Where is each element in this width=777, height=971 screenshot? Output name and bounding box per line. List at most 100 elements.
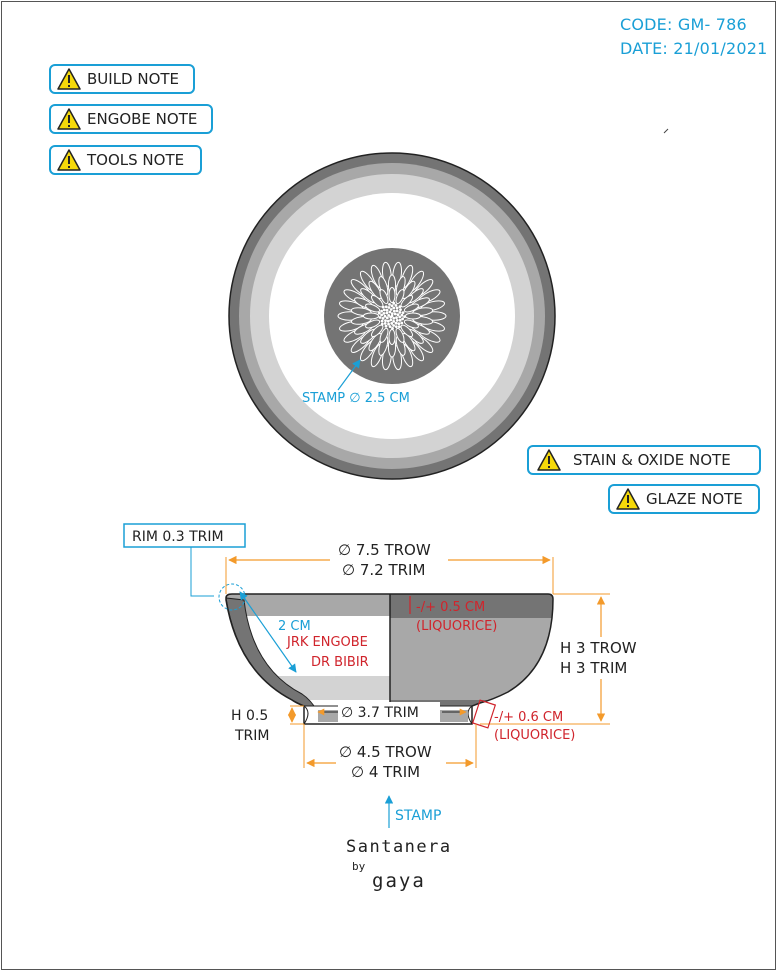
engobe-line-2: DR BIBIR: [311, 655, 369, 670]
flower-seed: [392, 324, 395, 327]
warning-icon: [537, 449, 561, 471]
foot-height-value: H 0.5: [231, 708, 268, 724]
flower-seed: [385, 316, 389, 320]
flower-petal: [379, 289, 389, 305]
foot-band-label: -/+ 0.6 CM: [494, 710, 563, 725]
flower-seed: [385, 308, 389, 312]
flower-seed: [382, 308, 386, 312]
flower-petal: [403, 319, 419, 329]
foot-band-marker: [471, 699, 497, 729]
flower-seed: [383, 322, 387, 325]
glaze-note-label: GLAZE NOTE: [646, 490, 743, 508]
wall-depth-label: 2 CM: [278, 619, 311, 634]
stamp-arrow: [337, 359, 361, 391]
flower-seed: [384, 305, 388, 309]
drawing-date: DATE: 21/01/2021: [620, 39, 768, 58]
flower-petal: [402, 280, 416, 300]
flower-seed: [398, 315, 402, 319]
flower-seed: [393, 312, 397, 316]
flower-seed: [395, 319, 399, 322]
brand-maker: gaya: [372, 870, 426, 892]
flower-seed: [381, 305, 385, 309]
wall-depth-arrow: [239, 591, 297, 673]
flower-petal: [368, 332, 382, 352]
rim-band-label: -/+ 0.5 CM: [416, 600, 485, 615]
diameter-trim-label: ∅ 7.2 TRIM: [342, 561, 425, 579]
flower-petal: [405, 312, 421, 320]
flower-seed: [385, 311, 389, 315]
flower-seed: [401, 311, 405, 314]
flower-petal: [365, 303, 381, 313]
flower-seed: [403, 315, 406, 318]
height-label-bg: [556, 637, 648, 679]
glaze-note-button[interactable]: GLAZE NOTE: [608, 484, 760, 514]
tools-note-button[interactable]: TOOLS NOTE: [49, 145, 202, 175]
engobe-note-button[interactable]: ENGOBE NOTE: [49, 104, 213, 134]
flower-seed: [392, 309, 396, 313]
flower-seed: [395, 309, 399, 313]
flower-petal: [368, 280, 382, 300]
flower-petal: [402, 332, 416, 352]
flower-seed: [390, 312, 394, 315]
foot-inner-bg: [338, 702, 440, 722]
warning-icon: [57, 68, 81, 90]
height-trow-label: H 3 TROW: [560, 639, 637, 657]
flower-seed: [386, 319, 390, 323]
foot-outer-bg: [336, 743, 446, 781]
foot-trim-label: ∅ 4 TRIM: [351, 763, 420, 781]
flower-seed: [380, 313, 383, 317]
product-code: CODE: GM- 786: [620, 15, 747, 34]
flower-seed: [390, 322, 394, 325]
flower-seed: [401, 317, 404, 321]
flower-stamp-icon: [337, 261, 447, 371]
foot-band-material: (LIQUORICE): [494, 728, 575, 743]
top-view: [228, 152, 556, 480]
engobe-line-1: JRK ENGOBE: [286, 635, 368, 650]
diameter-trow-label: ∅ 7.5 TROW: [338, 541, 431, 559]
flower-seed: [387, 322, 390, 326]
flower-petal: [379, 327, 389, 343]
rim-trim-callout: [123, 523, 246, 611]
flower-seed: [382, 312, 386, 315]
flower-petal: [388, 329, 396, 345]
flower-seed: [392, 316, 396, 320]
flower-seed: [384, 324, 388, 328]
flower-seed: [392, 301, 396, 305]
flower-petal: [365, 319, 381, 329]
flower-seed: [380, 319, 384, 323]
flower-seed: [398, 311, 402, 314]
build-note-button[interactable]: BUILD NOTE: [49, 64, 195, 94]
flower-seed: [392, 320, 396, 323]
flower-seed: [394, 304, 398, 307]
height-trim-label: H 3 TRIM: [560, 659, 627, 677]
flower-seed: [380, 309, 383, 313]
stain-oxide-note-label: STAIN & OXIDE NOTE: [573, 451, 731, 469]
brand-name: Santanera: [346, 837, 452, 857]
flower-seed: [388, 325, 392, 328]
flower-seed: [394, 325, 398, 328]
rim-band-material: (LIQUORICE): [416, 619, 497, 634]
warning-icon: [616, 488, 640, 510]
flower-petal: [388, 287, 396, 303]
flower-petal: [395, 327, 405, 343]
stain-oxide-note-button[interactable]: STAIN & OXIDE NOTE: [527, 445, 761, 475]
foot-trow-label: ∅ 4.5 TROW: [339, 743, 432, 761]
flower-seed: [390, 304, 394, 308]
build-note-label: BUILD NOTE: [87, 70, 180, 88]
flower-seed: [391, 327, 394, 330]
flower-seed: [377, 311, 381, 315]
flower-seed: [397, 325, 401, 329]
flower-seed: [397, 322, 401, 326]
flower-petal: [395, 289, 405, 305]
flower-petal: [400, 324, 414, 338]
flower-seed: [398, 318, 402, 322]
dim-label-bg: [330, 541, 448, 579]
flower-seed: [395, 316, 398, 319]
flower-seed: [392, 306, 396, 310]
flower-seed: [384, 319, 387, 322]
brand-by: by: [352, 860, 366, 873]
flower-seed: [380, 322, 384, 326]
foot-inner-label: ∅ 3.7 TRIM: [341, 705, 419, 721]
